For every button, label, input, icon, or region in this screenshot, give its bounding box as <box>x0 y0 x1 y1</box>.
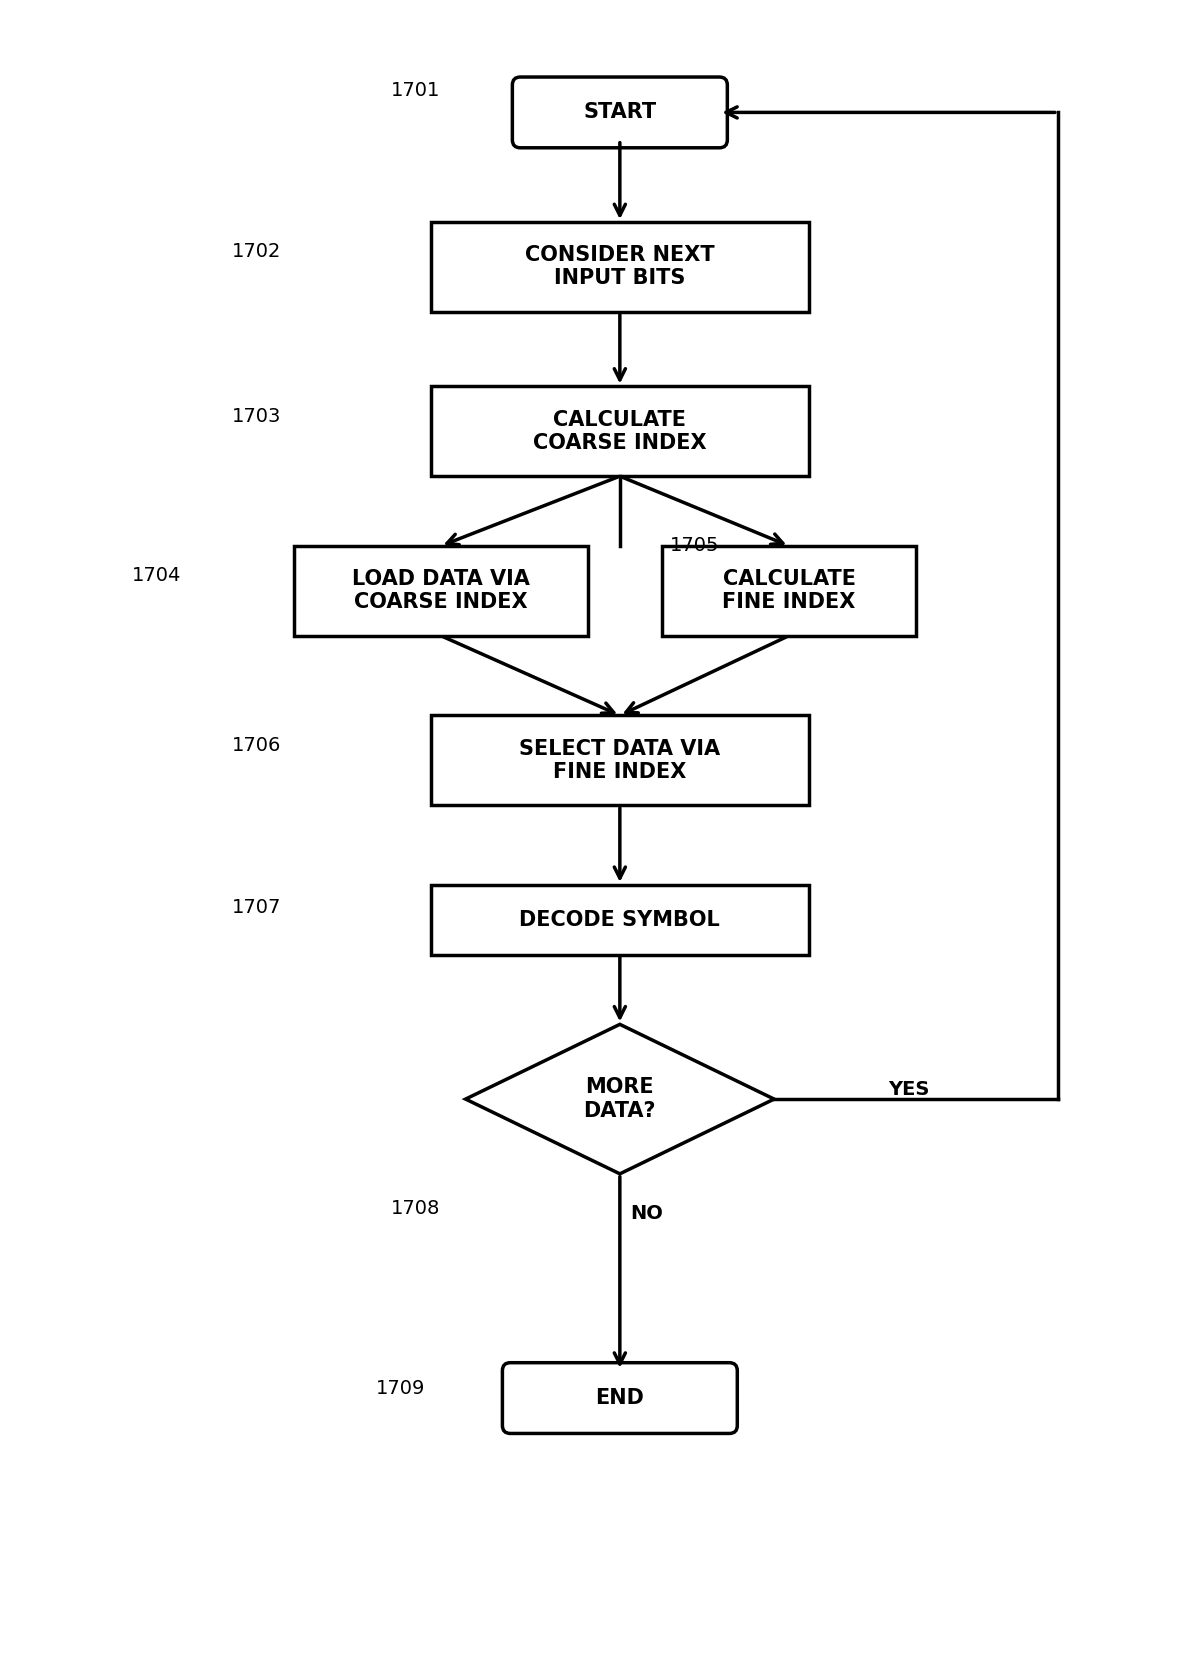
Text: 1706: 1706 <box>232 736 281 754</box>
Text: 1701: 1701 <box>391 81 440 99</box>
Text: 1703: 1703 <box>232 407 281 425</box>
Text: SELECT DATA VIA
FINE INDEX: SELECT DATA VIA FINE INDEX <box>519 739 720 782</box>
Text: DECODE SYMBOL: DECODE SYMBOL <box>519 910 720 930</box>
Text: LOAD DATA VIA
COARSE INDEX: LOAD DATA VIA COARSE INDEX <box>352 569 530 612</box>
Text: 1704: 1704 <box>132 566 181 586</box>
Text: START: START <box>584 103 657 122</box>
Bar <box>431 885 809 954</box>
Text: NO: NO <box>630 1204 663 1224</box>
Bar <box>663 546 916 635</box>
Text: CALCULATE
FINE INDEX: CALCULATE FINE INDEX <box>723 569 856 612</box>
Text: YES: YES <box>889 1080 930 1098</box>
Text: 1709: 1709 <box>375 1378 425 1398</box>
Text: CALCULATE
COARSE INDEX: CALCULATE COARSE INDEX <box>533 410 706 453</box>
FancyBboxPatch shape <box>512 78 727 147</box>
Text: END: END <box>596 1388 644 1408</box>
Bar <box>431 387 809 476</box>
Bar <box>431 222 809 311</box>
Text: MORE
DATA?: MORE DATA? <box>584 1077 656 1121</box>
FancyBboxPatch shape <box>503 1363 737 1434</box>
Text: 1708: 1708 <box>391 1199 440 1219</box>
Polygon shape <box>466 1024 774 1174</box>
Text: CONSIDER NEXT
INPUT BITS: CONSIDER NEXT INPUT BITS <box>525 245 714 288</box>
Text: 1705: 1705 <box>670 536 719 556</box>
Text: 1707: 1707 <box>232 898 281 918</box>
Bar <box>294 546 587 635</box>
Bar <box>431 716 809 805</box>
Text: 1702: 1702 <box>232 243 281 261</box>
